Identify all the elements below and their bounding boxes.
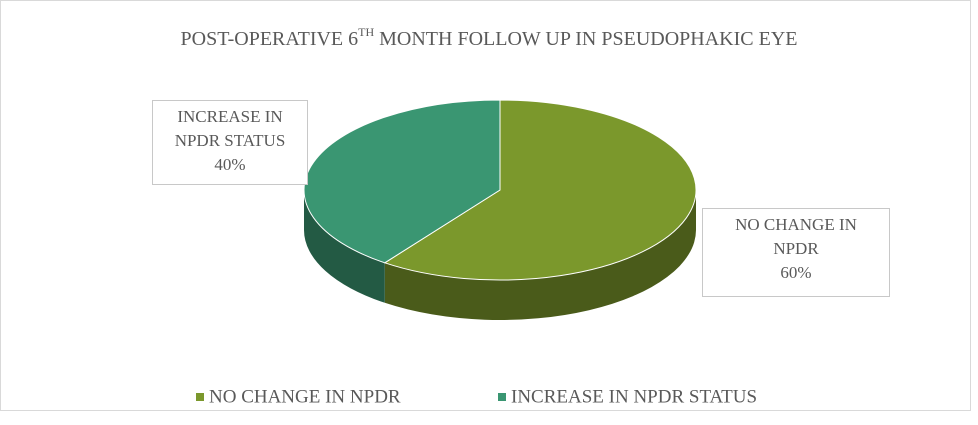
data-label-category: INCREASE IN NPDR STATUS	[174, 107, 286, 150]
title-part: MONTH FOLLOW UP IN PSEUDOPHAKIC EYE	[374, 28, 797, 50]
data-label-category: NO CHANGE IN NPDR	[735, 215, 857, 258]
pie-side	[384, 190, 696, 320]
data-label: INCREASE IN NPDR STATUS 40%	[152, 100, 308, 185]
legend-swatch	[196, 393, 204, 401]
pie-side	[304, 190, 385, 303]
data-label-value: 60%	[780, 263, 812, 282]
pie-slice	[383, 99, 697, 281]
legend-label: INCREASE IN NPDR STATUS	[511, 386, 757, 407]
title-superscript: TH	[358, 25, 374, 39]
title-part: POST-OPERATIVE 6	[181, 28, 359, 50]
legend-label: NO CHANGE IN NPDR	[209, 386, 401, 407]
data-label-value: 40%	[214, 155, 246, 174]
data-label: NO CHANGE IN NPDR 60%	[702, 208, 890, 297]
pie-slice	[303, 99, 501, 264]
chart-title: POST-OPERATIVE 6TH MONTH FOLLOW UP IN PS…	[181, 25, 798, 50]
chart-border	[0, 0, 971, 411]
legend-swatch	[498, 393, 506, 401]
